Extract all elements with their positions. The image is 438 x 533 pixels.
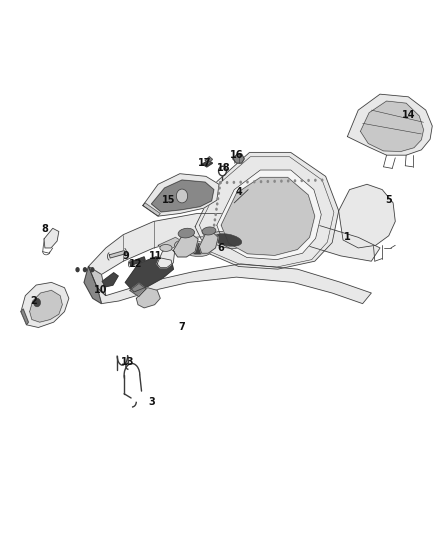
- Circle shape: [219, 181, 222, 184]
- Ellipse shape: [209, 231, 246, 248]
- Polygon shape: [130, 257, 145, 265]
- Text: 4: 4: [235, 187, 242, 197]
- Text: 5: 5: [385, 195, 392, 205]
- Polygon shape: [173, 233, 198, 257]
- Text: 2: 2: [31, 296, 37, 306]
- Polygon shape: [195, 152, 339, 269]
- Circle shape: [219, 181, 222, 184]
- Circle shape: [177, 189, 187, 203]
- Polygon shape: [97, 264, 371, 304]
- Ellipse shape: [179, 241, 207, 254]
- Text: 18: 18: [216, 164, 230, 173]
- Ellipse shape: [175, 239, 211, 256]
- Circle shape: [217, 192, 220, 195]
- Circle shape: [211, 234, 214, 237]
- Polygon shape: [217, 170, 321, 260]
- Text: 17: 17: [198, 158, 212, 168]
- Ellipse shape: [202, 227, 216, 235]
- Circle shape: [210, 245, 212, 248]
- Text: 10: 10: [94, 285, 107, 295]
- Polygon shape: [360, 101, 424, 151]
- Polygon shape: [347, 94, 432, 155]
- Circle shape: [90, 267, 95, 272]
- Polygon shape: [30, 290, 62, 322]
- Text: 11: 11: [149, 251, 162, 261]
- Circle shape: [246, 181, 249, 183]
- Polygon shape: [199, 232, 218, 253]
- Ellipse shape: [214, 234, 242, 246]
- Circle shape: [226, 181, 228, 184]
- Polygon shape: [84, 266, 102, 304]
- Polygon shape: [21, 309, 28, 325]
- Polygon shape: [88, 266, 106, 296]
- Circle shape: [307, 179, 310, 182]
- Circle shape: [83, 267, 87, 272]
- Text: 12: 12: [129, 259, 142, 269]
- Polygon shape: [143, 174, 219, 216]
- Circle shape: [267, 180, 269, 183]
- Circle shape: [253, 180, 255, 183]
- Text: 6: 6: [218, 243, 225, 253]
- Polygon shape: [44, 228, 59, 248]
- Circle shape: [287, 180, 290, 182]
- Polygon shape: [136, 288, 160, 308]
- Circle shape: [314, 179, 317, 182]
- Circle shape: [212, 229, 215, 232]
- Circle shape: [300, 179, 303, 182]
- Polygon shape: [102, 273, 118, 287]
- Text: 16: 16: [230, 150, 243, 160]
- Text: 15: 15: [162, 195, 176, 205]
- Polygon shape: [130, 284, 146, 297]
- Ellipse shape: [160, 245, 172, 252]
- Text: 3: 3: [148, 397, 155, 407]
- Text: 1: 1: [344, 232, 351, 243]
- Circle shape: [217, 197, 219, 200]
- Polygon shape: [157, 248, 175, 268]
- Circle shape: [75, 267, 80, 272]
- Circle shape: [215, 208, 218, 211]
- Polygon shape: [205, 157, 212, 163]
- Circle shape: [321, 179, 323, 182]
- Circle shape: [214, 218, 216, 221]
- Polygon shape: [152, 180, 214, 212]
- Circle shape: [214, 213, 217, 216]
- Polygon shape: [143, 203, 160, 216]
- Polygon shape: [21, 282, 69, 327]
- Circle shape: [294, 179, 296, 182]
- Ellipse shape: [178, 228, 194, 238]
- Circle shape: [273, 180, 276, 183]
- Polygon shape: [339, 184, 395, 248]
- Text: 13: 13: [121, 357, 134, 367]
- Circle shape: [280, 180, 283, 183]
- Circle shape: [233, 181, 235, 184]
- Circle shape: [218, 187, 221, 190]
- Circle shape: [240, 181, 242, 184]
- Polygon shape: [110, 251, 125, 258]
- Polygon shape: [125, 257, 173, 292]
- Polygon shape: [202, 160, 212, 167]
- Circle shape: [213, 223, 215, 227]
- Polygon shape: [88, 214, 380, 274]
- Circle shape: [216, 203, 219, 206]
- Circle shape: [34, 298, 41, 307]
- Text: 7: 7: [179, 322, 185, 333]
- Polygon shape: [158, 237, 184, 251]
- Circle shape: [260, 180, 262, 183]
- Text: 14: 14: [402, 110, 415, 120]
- Text: 9: 9: [122, 251, 129, 261]
- Polygon shape: [233, 154, 244, 163]
- Circle shape: [211, 239, 213, 243]
- Circle shape: [209, 250, 212, 253]
- Polygon shape: [221, 177, 315, 255]
- Text: 8: 8: [42, 224, 48, 235]
